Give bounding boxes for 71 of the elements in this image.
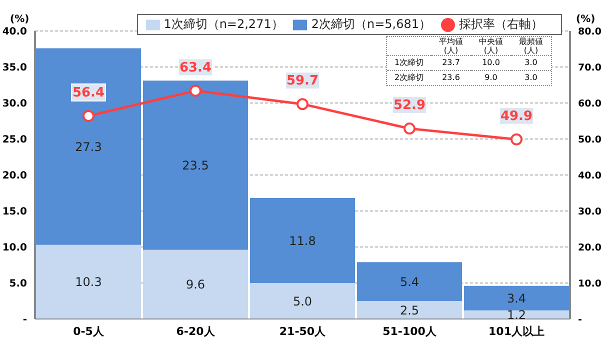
bar (143, 80, 248, 250)
annotation: 最頻値 (518, 37, 544, 46)
y2-tick-label: 30.0 (578, 206, 602, 218)
bar (357, 262, 462, 301)
legend-label: 採択率（右軸） (459, 17, 543, 31)
point (296, 98, 308, 110)
y-tick-label: 20.0 (2, 170, 28, 182)
annotation: 3.0 (524, 72, 538, 84)
data-label: 3.4 (506, 291, 526, 306)
y-tick-label: 15.0 (2, 206, 28, 218)
data-label: 63.4 (179, 60, 212, 76)
y-tick-label: 5.0 (9, 278, 28, 290)
data-label: 11.8 (289, 234, 316, 248)
x-tick-label: 51-100人 (382, 324, 438, 338)
data-label: 5.4 (400, 274, 420, 289)
bar (36, 48, 141, 245)
y-axis-title: (%) (10, 14, 30, 25)
annotation: 23.7 (441, 57, 461, 69)
annotation: (人) (522, 46, 540, 56)
data-label: 9.6 (186, 278, 206, 292)
data-label: 1.2 (506, 308, 526, 322)
y2-tick-label: 80.0 (578, 26, 602, 38)
y-tick-label: 30.0 (2, 98, 28, 110)
legend-label: 2次締切（n=5,681） (311, 17, 431, 31)
y-tick-label: 10.0 (2, 242, 28, 254)
point (190, 84, 202, 97)
bar (464, 286, 569, 310)
annotation: (人) (482, 46, 500, 56)
y2-tick-label: 60.0 (578, 98, 602, 110)
bar (250, 283, 355, 319)
y2-tick-label: 70.0 (578, 62, 602, 74)
data-label: 59.7 (286, 74, 319, 89)
x-tick-label: 0-5人 (73, 324, 105, 338)
x-tick-label: 6-20人 (176, 324, 216, 338)
annotation: 3.0 (524, 57, 538, 69)
y2-axis-title: (%) (576, 14, 596, 25)
annotation: (人) (442, 46, 460, 56)
bar (250, 198, 355, 283)
y2-tick-label: 50.0 (578, 134, 602, 146)
annotation: 1次締切 (393, 57, 425, 69)
annotation: 10.0 (481, 57, 501, 69)
bar (357, 301, 462, 319)
data-label: 10.3 (75, 275, 102, 290)
y-tick-label: 35.0 (2, 62, 28, 74)
annotation: 23.6 (441, 72, 461, 84)
y-tick-label: 25.0 (2, 134, 28, 146)
data-label: 27.3 (75, 140, 102, 154)
y2-tick-label: 20.0 (578, 242, 602, 254)
point (510, 133, 522, 146)
data-label: 23.5 (182, 158, 209, 173)
data-label: 49.9 (500, 108, 533, 124)
y2-tick-label: 40.0 (578, 170, 602, 182)
data-label: 2.5 (400, 303, 420, 318)
point (82, 110, 94, 122)
data-label: 52.9 (393, 98, 426, 114)
bar (143, 250, 248, 319)
y2-tick-label: - (578, 314, 582, 326)
y2-tick-label: 10.0 (578, 278, 602, 290)
point (404, 122, 416, 135)
y-tick-label: 40.0 (2, 26, 28, 38)
x-tick-label: 101人以上 (488, 324, 544, 338)
legend-label: 1次締切（n=2,271） (164, 17, 284, 31)
y-tick-label: - (22, 314, 27, 326)
data-label: 5.0 (292, 294, 312, 308)
data-label: 56.4 (72, 85, 105, 100)
annotation: 中央値 (478, 37, 504, 46)
annotation: 平均値 (438, 37, 464, 46)
bar (36, 244, 141, 319)
x-tick-label: 21-50人 (279, 324, 327, 338)
annotation: 2次締切 (393, 72, 425, 84)
annotation: 9.0 (484, 72, 498, 84)
